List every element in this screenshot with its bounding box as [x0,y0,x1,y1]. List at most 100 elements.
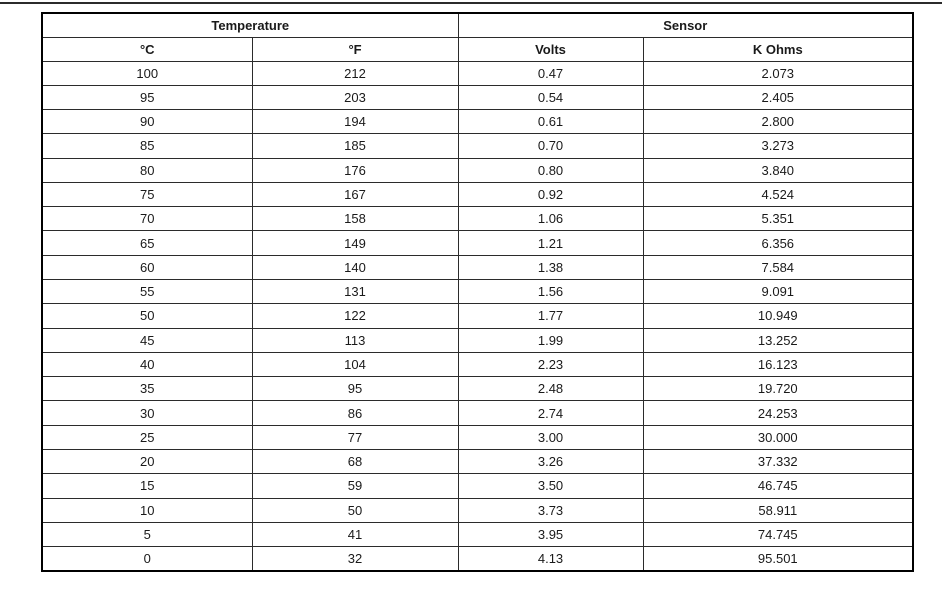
table-cell: 149 [251,230,459,256]
table-row: 100 212 0.47 2.073 [41,60,914,86]
table-cell: 5 [41,521,253,548]
table-cell: 35 [41,376,253,402]
table-cell: 37.332 [642,448,914,475]
table-cell: 0.47 [457,60,644,86]
table-cell: 3.00 [457,424,644,451]
table-cell: 86 [251,400,459,426]
table-header: Temperature Sensor °C °F Volts K Ohms [41,12,914,62]
table-cell: 1.06 [457,206,644,232]
table-cell: 3.73 [457,497,644,523]
table-cell: 68 [251,448,459,475]
table-cell: 3.95 [457,521,644,548]
table-row: 15 59 3.50 46.745 [41,473,914,499]
table-cell: 80 [41,157,253,183]
table-cell: 0.92 [457,181,644,208]
table-cell: 2.405 [642,84,914,111]
table-cell: 2.073 [642,60,914,86]
table-cell: 158 [251,206,459,232]
table-cell: 30.000 [642,424,914,451]
group-header-row: Temperature Sensor [41,12,914,38]
table-cell: 1.21 [457,230,644,256]
table-row: 25 77 3.00 30.000 [41,424,914,451]
table-cell: 2.48 [457,376,644,402]
table-row: 80 176 0.80 3.840 [41,157,914,183]
column-header-kohms: K Ohms [642,36,914,62]
table-cell: 4.524 [642,181,914,208]
table-cell: 1.99 [457,327,644,353]
table-row: 55 131 1.56 9.091 [41,279,914,305]
table-row: 65 149 1.21 6.356 [41,230,914,256]
table-cell: 32 [251,546,459,572]
column-header-row: °C °F Volts K Ohms [41,36,914,62]
table-cell: 0 [41,546,253,572]
table-cell: 90 [41,109,253,135]
table-cell: 100 [41,60,253,86]
table-cell: 203 [251,84,459,111]
table-cell: 194 [251,109,459,135]
column-header-fahrenheit: °F [251,36,459,62]
table-row: 50 122 1.77 10.949 [41,303,914,329]
table-cell: 10 [41,497,253,523]
table-cell: 19.720 [642,376,914,402]
table-cell: 58.911 [642,497,914,523]
table-row: 70 158 1.06 5.351 [41,206,914,232]
table-cell: 20 [41,448,253,475]
table-row: 45 113 1.99 13.252 [41,327,914,353]
table-row: 30 86 2.74 24.253 [41,400,914,426]
table-cell: 95.501 [642,546,914,572]
table-cell: 122 [251,303,459,329]
table-cell: 3.273 [642,133,914,159]
table-cell: 3.26 [457,448,644,475]
table-row: 40 104 2.23 16.123 [41,351,914,378]
table-cell: 16.123 [642,351,914,378]
table-row: 10 50 3.73 58.911 [41,497,914,523]
table-cell: 176 [251,157,459,183]
table-cell: 46.745 [642,473,914,499]
table-cell: 9.091 [642,279,914,305]
table-cell: 113 [251,327,459,353]
table-cell: 74.745 [642,521,914,548]
table-cell: 1.77 [457,303,644,329]
table-cell: 0.54 [457,84,644,111]
table-cell: 50 [41,303,253,329]
table-cell: 2.23 [457,351,644,378]
table-cell: 140 [251,254,459,281]
table-cell: 0.61 [457,109,644,135]
table-cell: 212 [251,60,459,86]
table-cell: 4.13 [457,546,644,572]
column-header-celsius: °C [41,36,253,62]
table-cell: 3.840 [642,157,914,183]
table-cell: 95 [41,84,253,111]
table-row: 20 68 3.26 37.332 [41,448,914,475]
table-cell: 5.351 [642,206,914,232]
table-cell: 75 [41,181,253,208]
table-cell: 24.253 [642,400,914,426]
table-cell: 65 [41,230,253,256]
table-cell: 131 [251,279,459,305]
table-cell: 6.356 [642,230,914,256]
column-header-volts: Volts [457,36,644,62]
table-cell: 1.56 [457,279,644,305]
table-cell: 95 [251,376,459,402]
table-cell: 70 [41,206,253,232]
table-cell: 40 [41,351,253,378]
table-cell: 60 [41,254,253,281]
table-cell: 167 [251,181,459,208]
table-row: 90 194 0.61 2.800 [41,109,914,135]
table-cell: 3.50 [457,473,644,499]
temperature-sensor-table: Temperature Sensor °C °F Volts K Ohms 10… [41,12,915,572]
table-cell: 55 [41,279,253,305]
table-cell: 10.949 [642,303,914,329]
table-cell: 2.800 [642,109,914,135]
table-cell: 185 [251,133,459,159]
table-cell: 15 [41,473,253,499]
table-cell: 25 [41,424,253,451]
table-row: 60 140 1.38 7.584 [41,254,914,281]
group-header-sensor: Sensor [457,12,914,38]
table-body: 100 212 0.47 2.073 95 203 0.54 2.405 90 194 0.61 2.… [41,60,914,572]
table-cell: 45 [41,327,253,353]
table-cell: 104 [251,351,459,378]
table-cell: 85 [41,133,253,159]
table-cell: 1.38 [457,254,644,281]
